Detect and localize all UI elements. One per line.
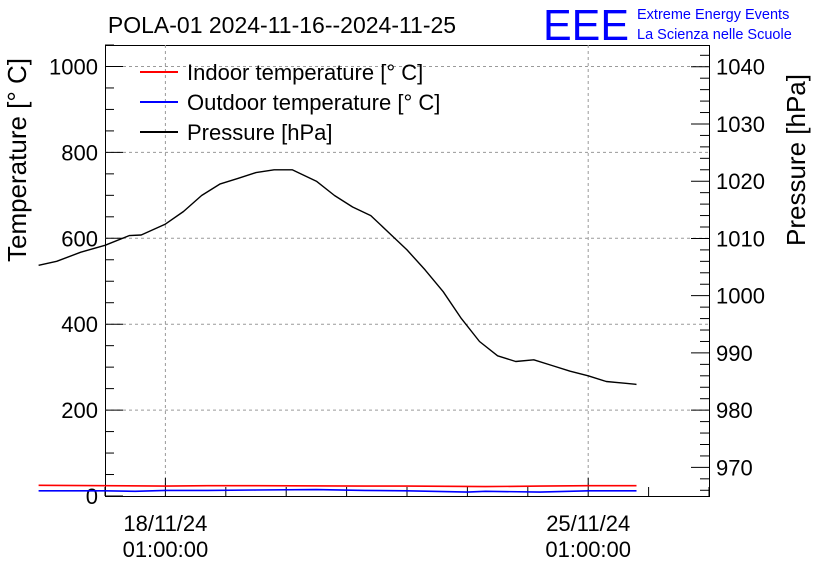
- y-tick-label: 600: [61, 226, 98, 251]
- y2-tick-label: 1030: [716, 112, 765, 137]
- x-tick-label-time: 01:00:00: [545, 537, 631, 562]
- logo-line-2: La Scienza nelle Scuole: [637, 27, 792, 43]
- y-tick-label: 800: [61, 140, 98, 165]
- y2-tick-label: 1020: [716, 169, 765, 194]
- y2-tick-label: 980: [716, 398, 753, 423]
- y-axis-label: Temperature [° C]: [2, 58, 32, 262]
- legend-label: Outdoor temperature [° C]: [187, 90, 440, 115]
- legend-label: Indoor temperature [° C]: [187, 60, 423, 85]
- right-axis-ticks: 970 980 990 1000 1010 1020 1030 1040: [691, 55, 765, 491]
- grid-lines: [105, 45, 709, 496]
- y-tick-label: 200: [61, 398, 98, 423]
- y2-tick-label: 990: [716, 341, 753, 366]
- y-tick-label: 400: [61, 312, 98, 337]
- y-tick-label: 1000: [49, 54, 98, 79]
- y2-tick-label: 1000: [716, 284, 765, 309]
- chart-title: POLA-01 2024-11-16--2024-11-25: [108, 12, 456, 38]
- series-line-indoor: [38, 484, 637, 488]
- series-line-outdoor: [38, 488, 637, 493]
- x-tick-label-date: 18/11/24: [123, 511, 207, 536]
- logo-mark: EEE: [543, 1, 629, 50]
- y2-axis-label: Pressure [hPa]: [781, 74, 811, 246]
- legend-label: Pressure [hPa]: [187, 120, 333, 145]
- logo-line-1: Extreme Energy Events: [637, 7, 789, 23]
- x-tick-label-time: 01:00:00: [123, 537, 209, 562]
- y2-tick-label: 1010: [716, 226, 765, 251]
- x-tick-label-date: 25/11/24: [546, 511, 630, 536]
- series-line-pressure: [38, 169, 637, 386]
- y2-tick-label: 1040: [716, 55, 765, 80]
- eee-logo: EEE Extreme Energy Events La Scienza nel…: [543, 1, 792, 50]
- y2-tick-label: 970: [716, 455, 753, 480]
- series-lines: [38, 169, 637, 493]
- legend: Indoor temperature [° C] Outdoor temperat…: [140, 60, 440, 145]
- plot-frame: [105, 45, 710, 497]
- y-tick-label: 0: [86, 484, 98, 509]
